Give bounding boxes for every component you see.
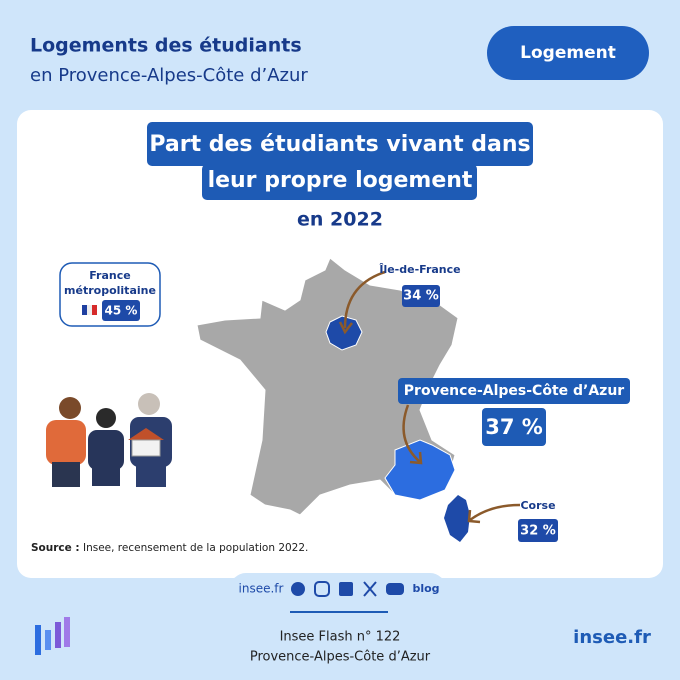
title-box — [202, 164, 477, 200]
tag-pill[interactable] — [487, 26, 649, 80]
illustration — [46, 393, 172, 487]
card-title: Part des étudiants vivant dans — [149, 132, 530, 157]
value-box — [482, 408, 546, 446]
value-box — [402, 285, 440, 307]
social-blog[interactable]: blog — [412, 582, 439, 595]
social-site[interactable]: insee.fr — [239, 582, 284, 596]
subtitle: en Provence-Alpes-Côte d’Azur — [30, 65, 308, 86]
flag — [92, 305, 97, 315]
footer-line: Insee Flash n° 122 — [280, 630, 401, 645]
value-box — [518, 519, 558, 542]
source-label: Source : — [31, 542, 80, 554]
card-title: leur propre logement — [208, 168, 473, 193]
social-icons[interactable] — [291, 581, 404, 597]
region-name: Corse — [520, 499, 555, 512]
title: Logements des étudiants — [30, 35, 302, 57]
social-bar — [230, 573, 446, 605]
tag-label[interactable]: Logement — [520, 43, 616, 63]
map-corse — [444, 495, 470, 542]
map-france — [196, 257, 459, 516]
region-value: 32 % — [520, 524, 556, 539]
region-value: 37 % — [485, 415, 543, 439]
value-box — [102, 300, 140, 321]
national-label: métropolitaine — [64, 284, 156, 297]
flag — [82, 305, 87, 315]
footer-line: Provence-Alpes-Côte d’Azur — [250, 650, 431, 665]
region-name: Île-de-France — [379, 263, 460, 276]
region-value: 34 % — [403, 289, 439, 304]
arrows — [338, 270, 521, 524]
logo — [35, 617, 70, 655]
region-name: Provence-Alpes-Côte d’Azur — [404, 383, 625, 399]
year: en 2022 — [297, 209, 383, 231]
national-value: 45 % — [105, 304, 138, 318]
brand[interactable]: insee.fr — [573, 627, 651, 648]
flag — [87, 305, 92, 315]
source: Source : Insee, recensement de la popula… — [31, 542, 308, 554]
title-box — [147, 122, 533, 166]
map-paca — [384, 439, 456, 501]
national-label: France — [89, 269, 130, 282]
region-name-box — [398, 378, 630, 404]
source-text: Insee, recensement de la population 2022… — [80, 542, 309, 554]
